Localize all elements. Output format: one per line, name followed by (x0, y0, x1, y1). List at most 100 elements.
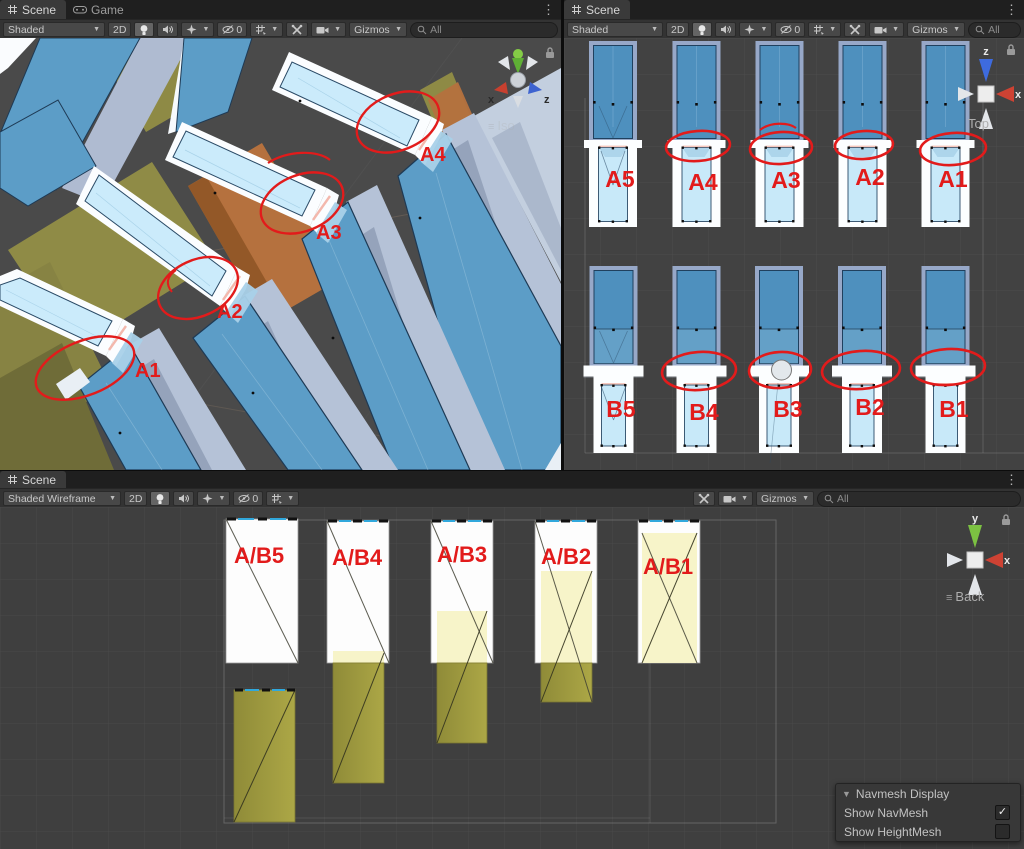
navmesh-display-panel: ▼ Navmesh Display Show NavMesh ✓ Show He… (835, 783, 1021, 842)
tabbar: Scene ⋮ (564, 0, 1024, 19)
show-heightmesh-checkbox[interactable] (995, 824, 1010, 839)
lock-icon[interactable] (1005, 43, 1017, 56)
tab-scene[interactable]: Scene (0, 471, 67, 488)
axis-y-label: y (972, 513, 979, 525)
annotation-circle-a1 (918, 131, 988, 167)
camera-settings-button[interactable]: ▼ (311, 22, 347, 37)
annotation-circle-a2 (156, 255, 240, 321)
chevron-down-icon: ▼ (218, 495, 226, 502)
menu-bars-icon: ≡ (946, 592, 953, 604)
search-icon (417, 25, 427, 35)
tab-scene[interactable]: Scene (564, 0, 631, 19)
show-heightmesh-row: Show HeightMesh (836, 822, 1020, 841)
scene-3d-panel: Scene Game ⋮ Shaded ▼ 2D ▼ 0 ▼ ▼ Gizmos ▼ (0, 0, 561, 470)
lock-icon[interactable] (544, 46, 556, 59)
chevron-down-icon: ▼ (202, 26, 210, 33)
chevron-down-icon: ▼ (334, 26, 342, 33)
tab-game[interactable]: Game (66, 0, 134, 19)
speaker-icon (720, 24, 732, 35)
tab-scene[interactable]: Scene (0, 0, 67, 19)
projection-label[interactable]: ≡ Iso (488, 118, 515, 133)
chevron-down-icon: ▼ (760, 26, 768, 33)
search-icon (824, 494, 834, 504)
collapse-triangle-icon: ▼ (842, 789, 851, 799)
camera-icon (316, 25, 329, 35)
shading-mode-dropdown[interactable]: Shaded ▼ (567, 22, 663, 37)
scene-back-viewport[interactable]: A/B5 A/B4 A/B3 A/B2 A/B1 y x ≡ Back ▼ Nav… (0, 507, 1024, 849)
annotation-circle-b2 (820, 349, 902, 391)
grid-snap-dropdown-button[interactable]: ▼ (250, 22, 284, 37)
scene-search[interactable] (410, 21, 558, 38)
annotation-circle-a3 (259, 171, 345, 235)
gizmos-dropdown[interactable]: Gizmos ▼ (907, 22, 966, 37)
navmesh-panel-title: Navmesh Display (855, 787, 950, 801)
scene-toolbar: Shaded Wireframe ▼ 2D ▼ 0 ▼ ▼ Gizmos ▼ (0, 488, 1024, 509)
axis-z-label: z (983, 46, 989, 58)
audio-toggle-button[interactable] (157, 22, 179, 37)
camera-settings-button[interactable]: ▼ (718, 491, 753, 506)
effects-dropdown-button[interactable]: ▼ (739, 22, 773, 37)
tools-icon (698, 493, 710, 505)
2d-toggle-button[interactable]: 2D (124, 491, 148, 506)
tab-label: Scene (22, 2, 57, 17)
show-navmesh-checkbox[interactable]: ✓ (995, 805, 1010, 820)
scene-3d-viewport[interactable]: A1 A2 A3 A4 x z ≡ Iso (0, 38, 561, 470)
scene-toolbar: Shaded ▼ 2D ▼ 0 ▼ ▼ Gizmos ▼ (0, 19, 561, 40)
speaker-icon (162, 24, 174, 35)
menu-bars-icon: ≡ (488, 121, 495, 133)
axis-z-label: z (544, 94, 550, 106)
orientation-gizmo-back[interactable]: y x (940, 511, 1010, 611)
selection-handle (771, 359, 792, 381)
lighting-toggle-button[interactable] (692, 22, 713, 37)
camera-settings-button[interactable]: ▼ (869, 22, 905, 37)
grid-snap-dropdown-button[interactable]: ▼ (808, 22, 842, 37)
effects-dropdown-button[interactable]: ▼ (181, 22, 215, 37)
view-orientation-label[interactable]: ≡ Back (946, 589, 985, 604)
annotation-circles (660, 122, 988, 392)
chevron-down-icon: ▼ (287, 495, 295, 502)
scene-top-panel: Scene ⋮ Shaded ▼ 2D ▼ 0 ▼ ▼ Gizmos ▼ (564, 0, 1024, 470)
lock-icon[interactable] (1000, 513, 1012, 526)
panel-menu-button[interactable]: ⋮ (542, 2, 555, 17)
tab-label: Game (91, 2, 124, 17)
scene-search[interactable] (968, 21, 1021, 38)
editor-tools-button[interactable] (286, 22, 309, 37)
chevron-down-icon: ▼ (93, 26, 100, 33)
shading-mode-dropdown[interactable]: Shaded Wireframe ▼ (3, 491, 121, 506)
camera-icon (874, 25, 887, 35)
orientation-gizmo-top[interactable]: z x (952, 42, 1022, 134)
lighting-toggle-button[interactable] (134, 22, 155, 37)
scene-back-panel: Scene ⋮ Shaded Wireframe ▼ 2D ▼ 0 ▼ ▼ Giz… (0, 471, 1024, 849)
navmesh-panel-header[interactable]: ▼ Navmesh Display (836, 784, 1020, 803)
effects-dropdown-button[interactable]: ▼ (197, 491, 231, 506)
gizmos-dropdown[interactable]: Gizmos ▼ (349, 22, 408, 37)
chevron-down-icon: ▼ (892, 26, 900, 33)
audio-toggle-button[interactable] (715, 22, 737, 37)
search-input[interactable] (988, 23, 1014, 36)
profile-ab1 (637, 519, 701, 664)
2d-toggle-button[interactable]: 2D (108, 22, 132, 37)
profile-ab4 (326, 519, 390, 784)
scene-top-viewport[interactable]: A5 A4 A3 A2 A1 B5 B4 B3 B2 B1 z x Top (564, 38, 1024, 470)
lighting-toggle-button[interactable] (150, 491, 171, 506)
editor-tools-button[interactable] (844, 22, 867, 37)
annotation-circle-a4 (664, 129, 732, 163)
hidden-objects-button[interactable]: 0 (233, 491, 264, 506)
panel-menu-button[interactable]: ⋮ (1005, 2, 1018, 17)
camera-icon (723, 494, 736, 504)
gizmos-dropdown[interactable]: Gizmos ▼ (756, 491, 814, 506)
search-input[interactable] (837, 492, 1014, 505)
shading-mode-dropdown[interactable]: Shaded ▼ (3, 22, 105, 37)
scene-search[interactable] (817, 490, 1021, 507)
editor-tools-button[interactable] (693, 491, 716, 506)
axis-x-label: x (488, 94, 495, 106)
2d-toggle-button[interactable]: 2D (666, 22, 690, 37)
panel-menu-button[interactable]: ⋮ (1005, 472, 1018, 487)
grid-snap-dropdown-button[interactable]: ▼ (266, 491, 300, 506)
search-input[interactable] (430, 23, 551, 36)
hidden-objects-button[interactable]: 0 (775, 22, 806, 37)
audio-toggle-button[interactable] (173, 491, 195, 506)
orientation-gizmo-3d[interactable]: x z (480, 40, 560, 120)
view-orientation-label[interactable]: Top (968, 116, 989, 131)
hidden-objects-button[interactable]: 0 (217, 22, 248, 37)
